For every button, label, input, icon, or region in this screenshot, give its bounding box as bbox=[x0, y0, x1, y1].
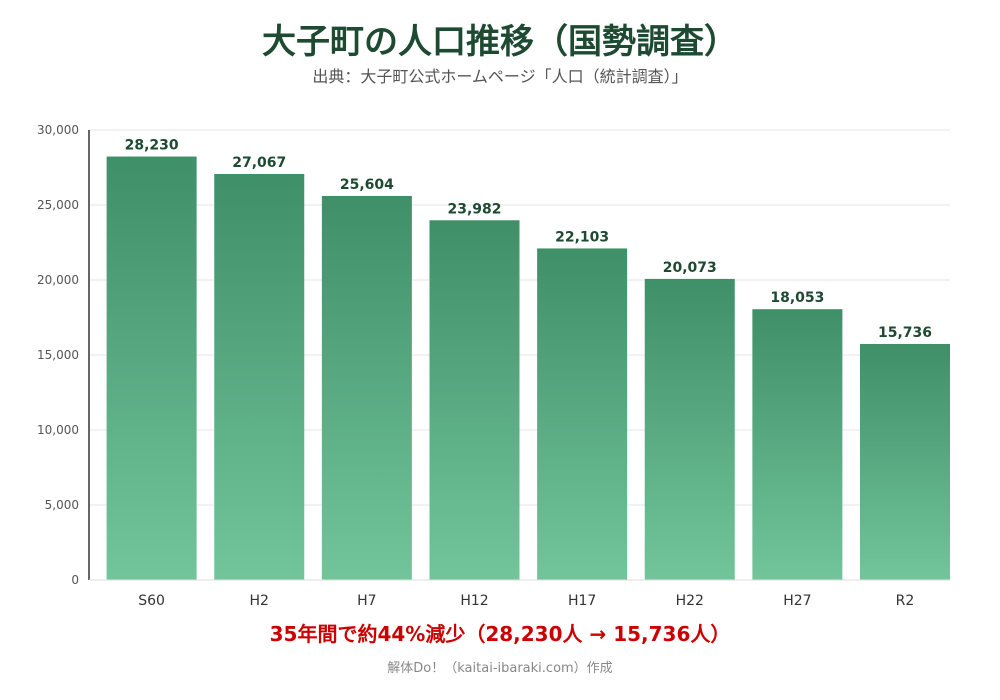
y-tick-label: 5,000 bbox=[45, 498, 79, 512]
credit-text: 解体Do！（kaitai-ibaraki.com）作成 bbox=[387, 661, 613, 676]
value-label: 27,067 bbox=[232, 155, 286, 171]
x-tick-label: H22 bbox=[676, 593, 704, 609]
value-label: 22,103 bbox=[555, 229, 609, 245]
decline-note: 35年間で約44%減少（28,230人 → 15,736人） bbox=[269, 622, 731, 646]
bars bbox=[106, 156, 950, 581]
bar-s60 bbox=[106, 156, 197, 581]
y-tick-label: 20,000 bbox=[37, 273, 79, 287]
x-tick-label: H27 bbox=[783, 593, 811, 609]
bar-h27 bbox=[752, 309, 843, 580]
bar-h22 bbox=[644, 278, 735, 580]
value-label: 25,604 bbox=[340, 177, 394, 193]
value-labels: 28,230 27,067 25,604 23,982 22,103 20,073 18,0… bbox=[125, 138, 932, 341]
bar-h2 bbox=[214, 173, 305, 580]
x-tick-label: S60 bbox=[138, 593, 165, 609]
bar-h17 bbox=[537, 248, 628, 580]
chart-title: 大子町の人口推移（国勢調査） bbox=[262, 22, 738, 62]
value-label: 15,736 bbox=[878, 325, 932, 341]
x-tick-label: H2 bbox=[250, 593, 269, 609]
y-axis-ticks: 0 5,000 10,000 15,000 20,000 25,000 30,000 bbox=[37, 123, 79, 587]
bar-h7 bbox=[321, 195, 412, 580]
y-tick-label: 0 bbox=[71, 573, 79, 587]
value-label: 20,073 bbox=[663, 260, 717, 276]
chart-subtitle: 出典：大子町公式ホームページ「人口（統計調査）」 bbox=[312, 67, 688, 86]
value-label: 23,982 bbox=[447, 201, 501, 217]
value-label: 28,230 bbox=[125, 138, 179, 154]
y-tick-label: 25,000 bbox=[37, 198, 79, 212]
value-label: 18,053 bbox=[770, 290, 824, 306]
x-tick-label: H12 bbox=[460, 593, 488, 609]
y-tick-label: 10,000 bbox=[37, 423, 79, 437]
y-tick-label: 15,000 bbox=[37, 348, 79, 362]
bar-r2 bbox=[860, 343, 950, 580]
x-tick-label: H7 bbox=[357, 593, 376, 609]
x-tick-label: R2 bbox=[896, 593, 915, 609]
bar-h12 bbox=[429, 220, 520, 580]
y-tick-label: 30,000 bbox=[37, 123, 79, 137]
x-axis-labels: S60 H2 H7 H12 H17 H22 H27 R2 bbox=[138, 593, 914, 609]
x-tick-label: H17 bbox=[568, 593, 596, 609]
